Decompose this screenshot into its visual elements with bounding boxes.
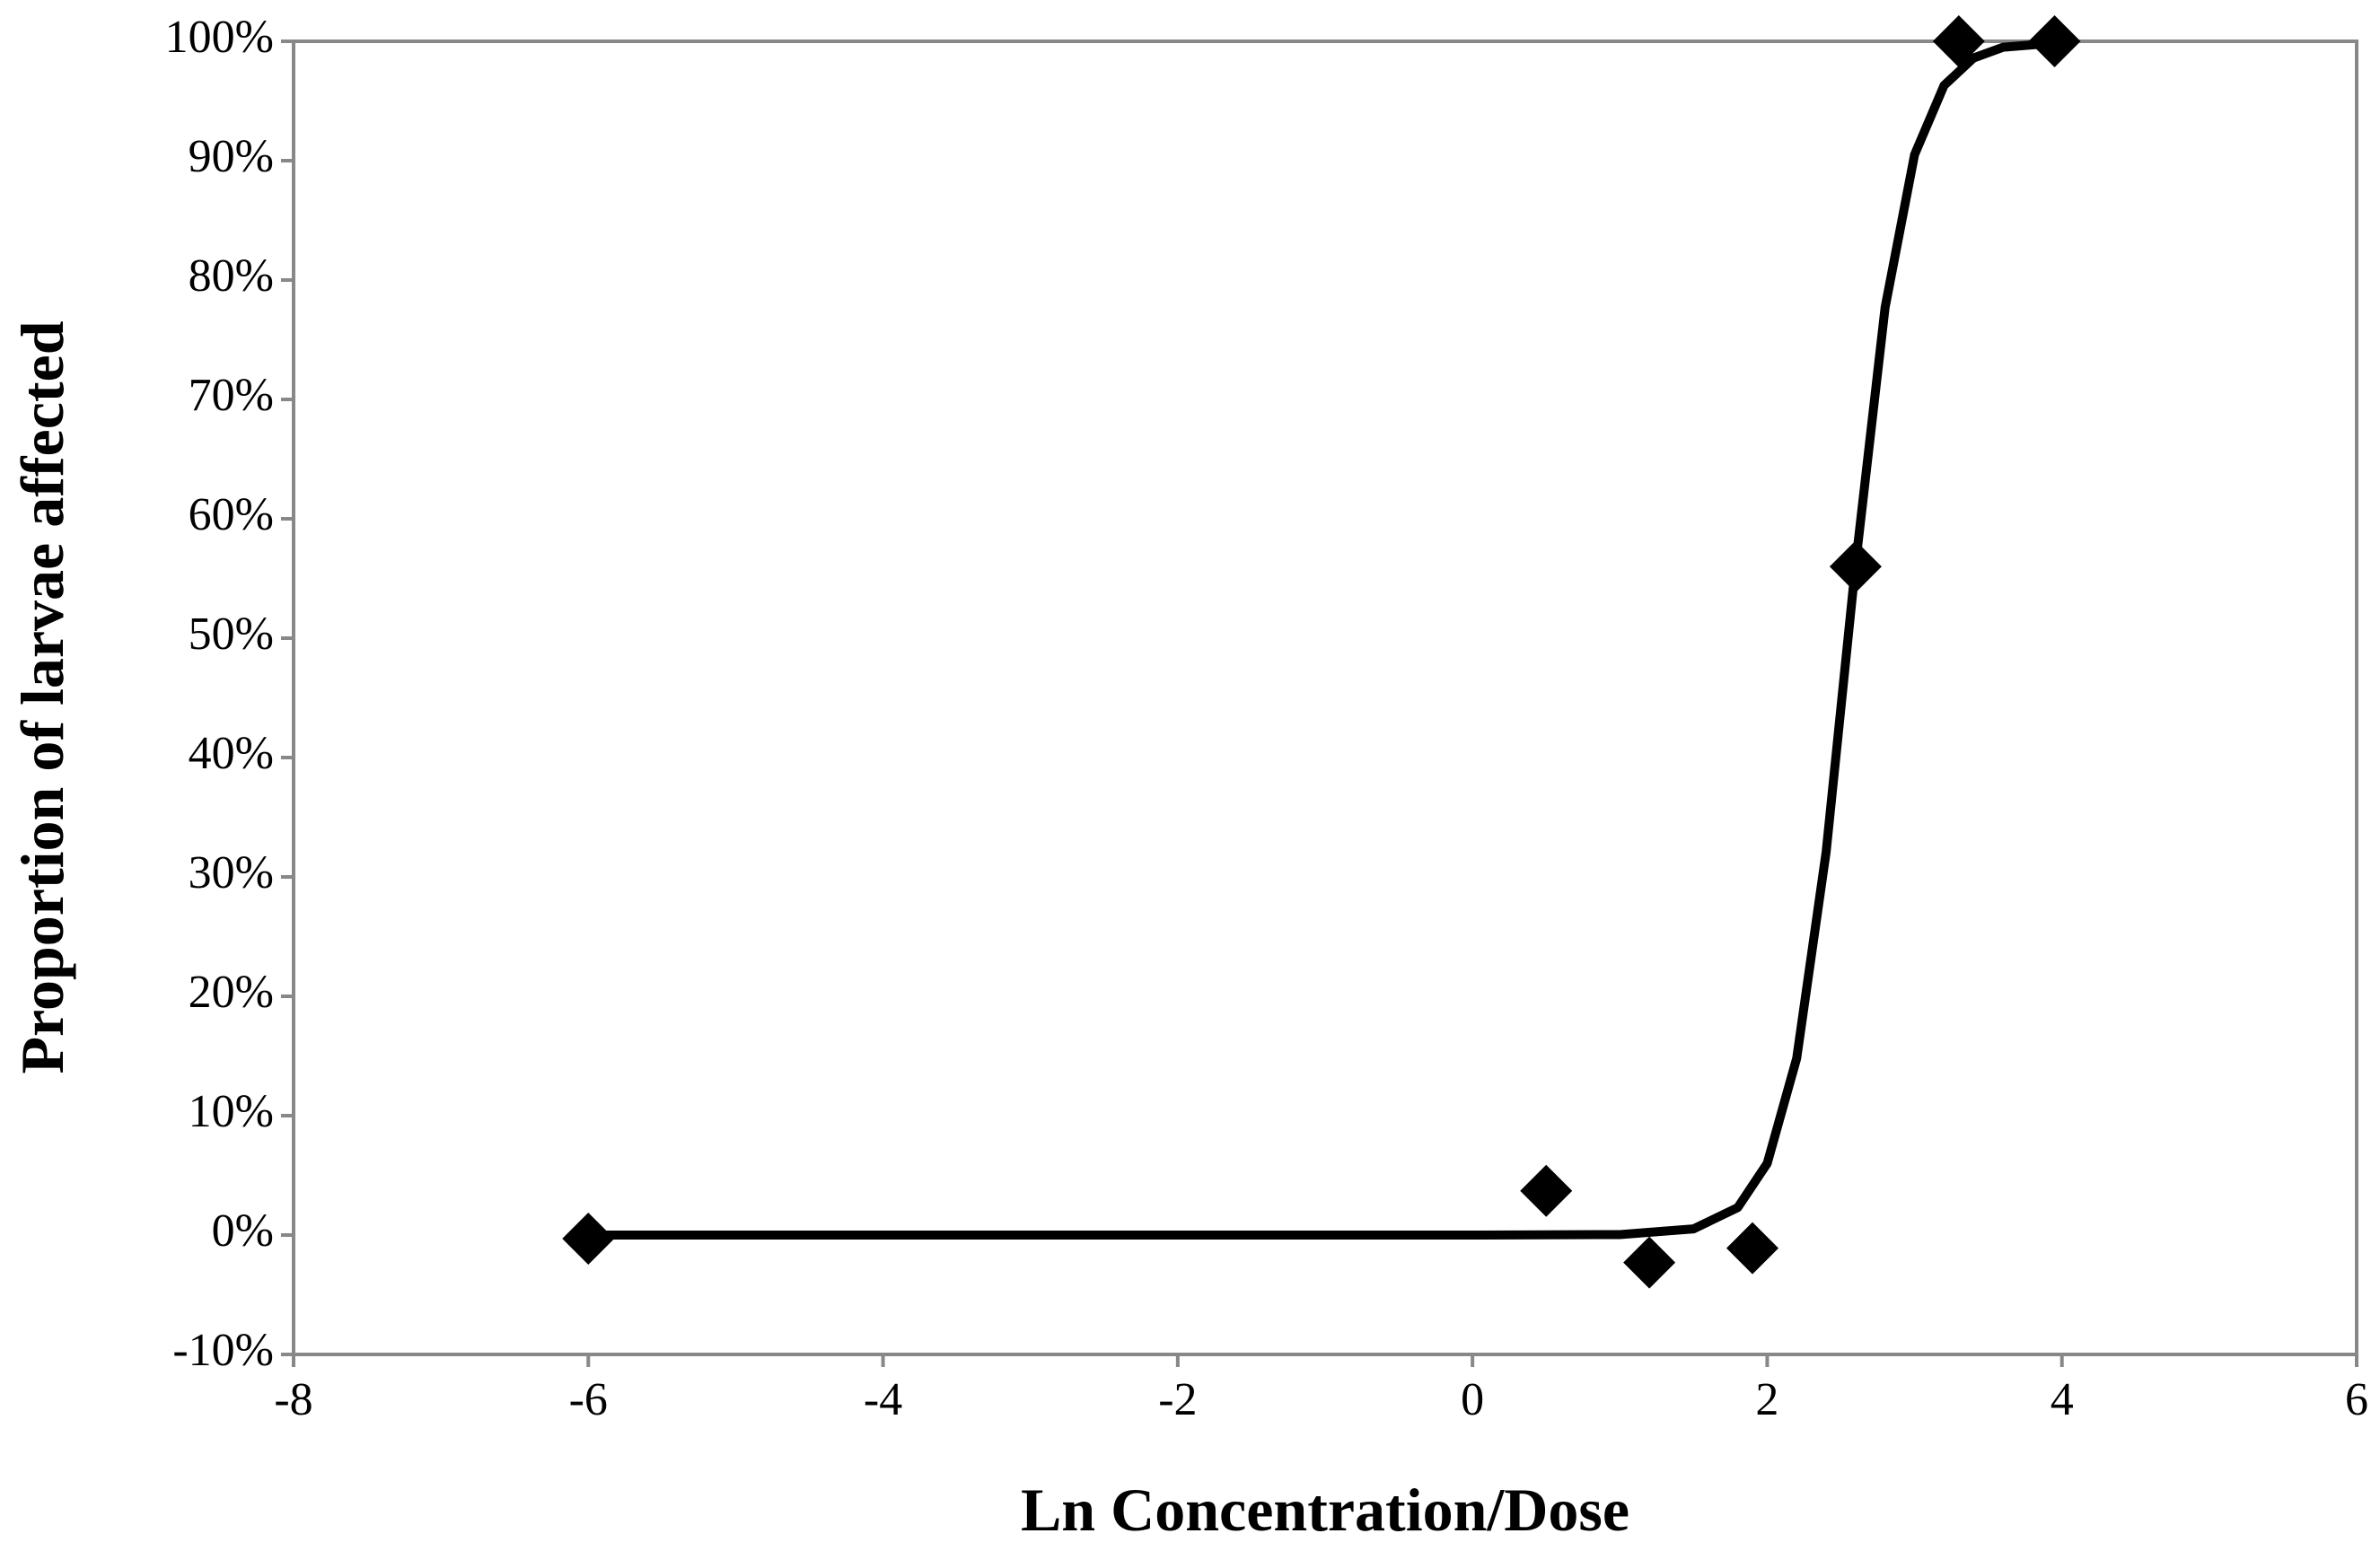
data-point [1623,1236,1676,1289]
y-tick-label: 100% [165,12,274,63]
x-tick-label: 6 [2345,1374,2368,1425]
x-tick-label: 0 [1461,1374,1484,1425]
x-tick-label: -6 [569,1374,608,1425]
plot-area [292,39,2358,1356]
y-tick-label: 20% [189,967,274,1018]
y-tick-label: 0% [212,1205,274,1257]
y-tick-label: 80% [189,250,274,302]
y-tick-label: 90% [189,131,274,182]
y-tick-label: -10% [172,1325,274,1376]
data-point [1829,540,1882,593]
data-point [2028,15,2081,67]
data-point [1932,15,1985,67]
x-tick-label: -2 [1158,1374,1197,1425]
x-tick-label: -8 [274,1374,312,1425]
x-tick-label: 2 [1755,1374,1778,1425]
y-tick-label: 60% [189,489,274,540]
data-point [1520,1164,1573,1217]
x-axis-title: Ln Concentration/Dose [1021,1476,1629,1544]
y-axis-title: Proportion of larvae affected [8,320,76,1073]
y-tick-label: 50% [189,609,274,660]
data-point [562,1212,615,1265]
data-point [1726,1222,1779,1275]
y-tick-label: 10% [189,1086,274,1137]
fit-curve [588,38,2063,1240]
x-tick-label: -4 [864,1374,902,1425]
y-tick-label: 30% [189,847,274,898]
y-tick-label: 40% [189,728,274,779]
y-tick-label: 70% [189,370,274,421]
x-tick-label: 4 [2051,1374,2074,1425]
